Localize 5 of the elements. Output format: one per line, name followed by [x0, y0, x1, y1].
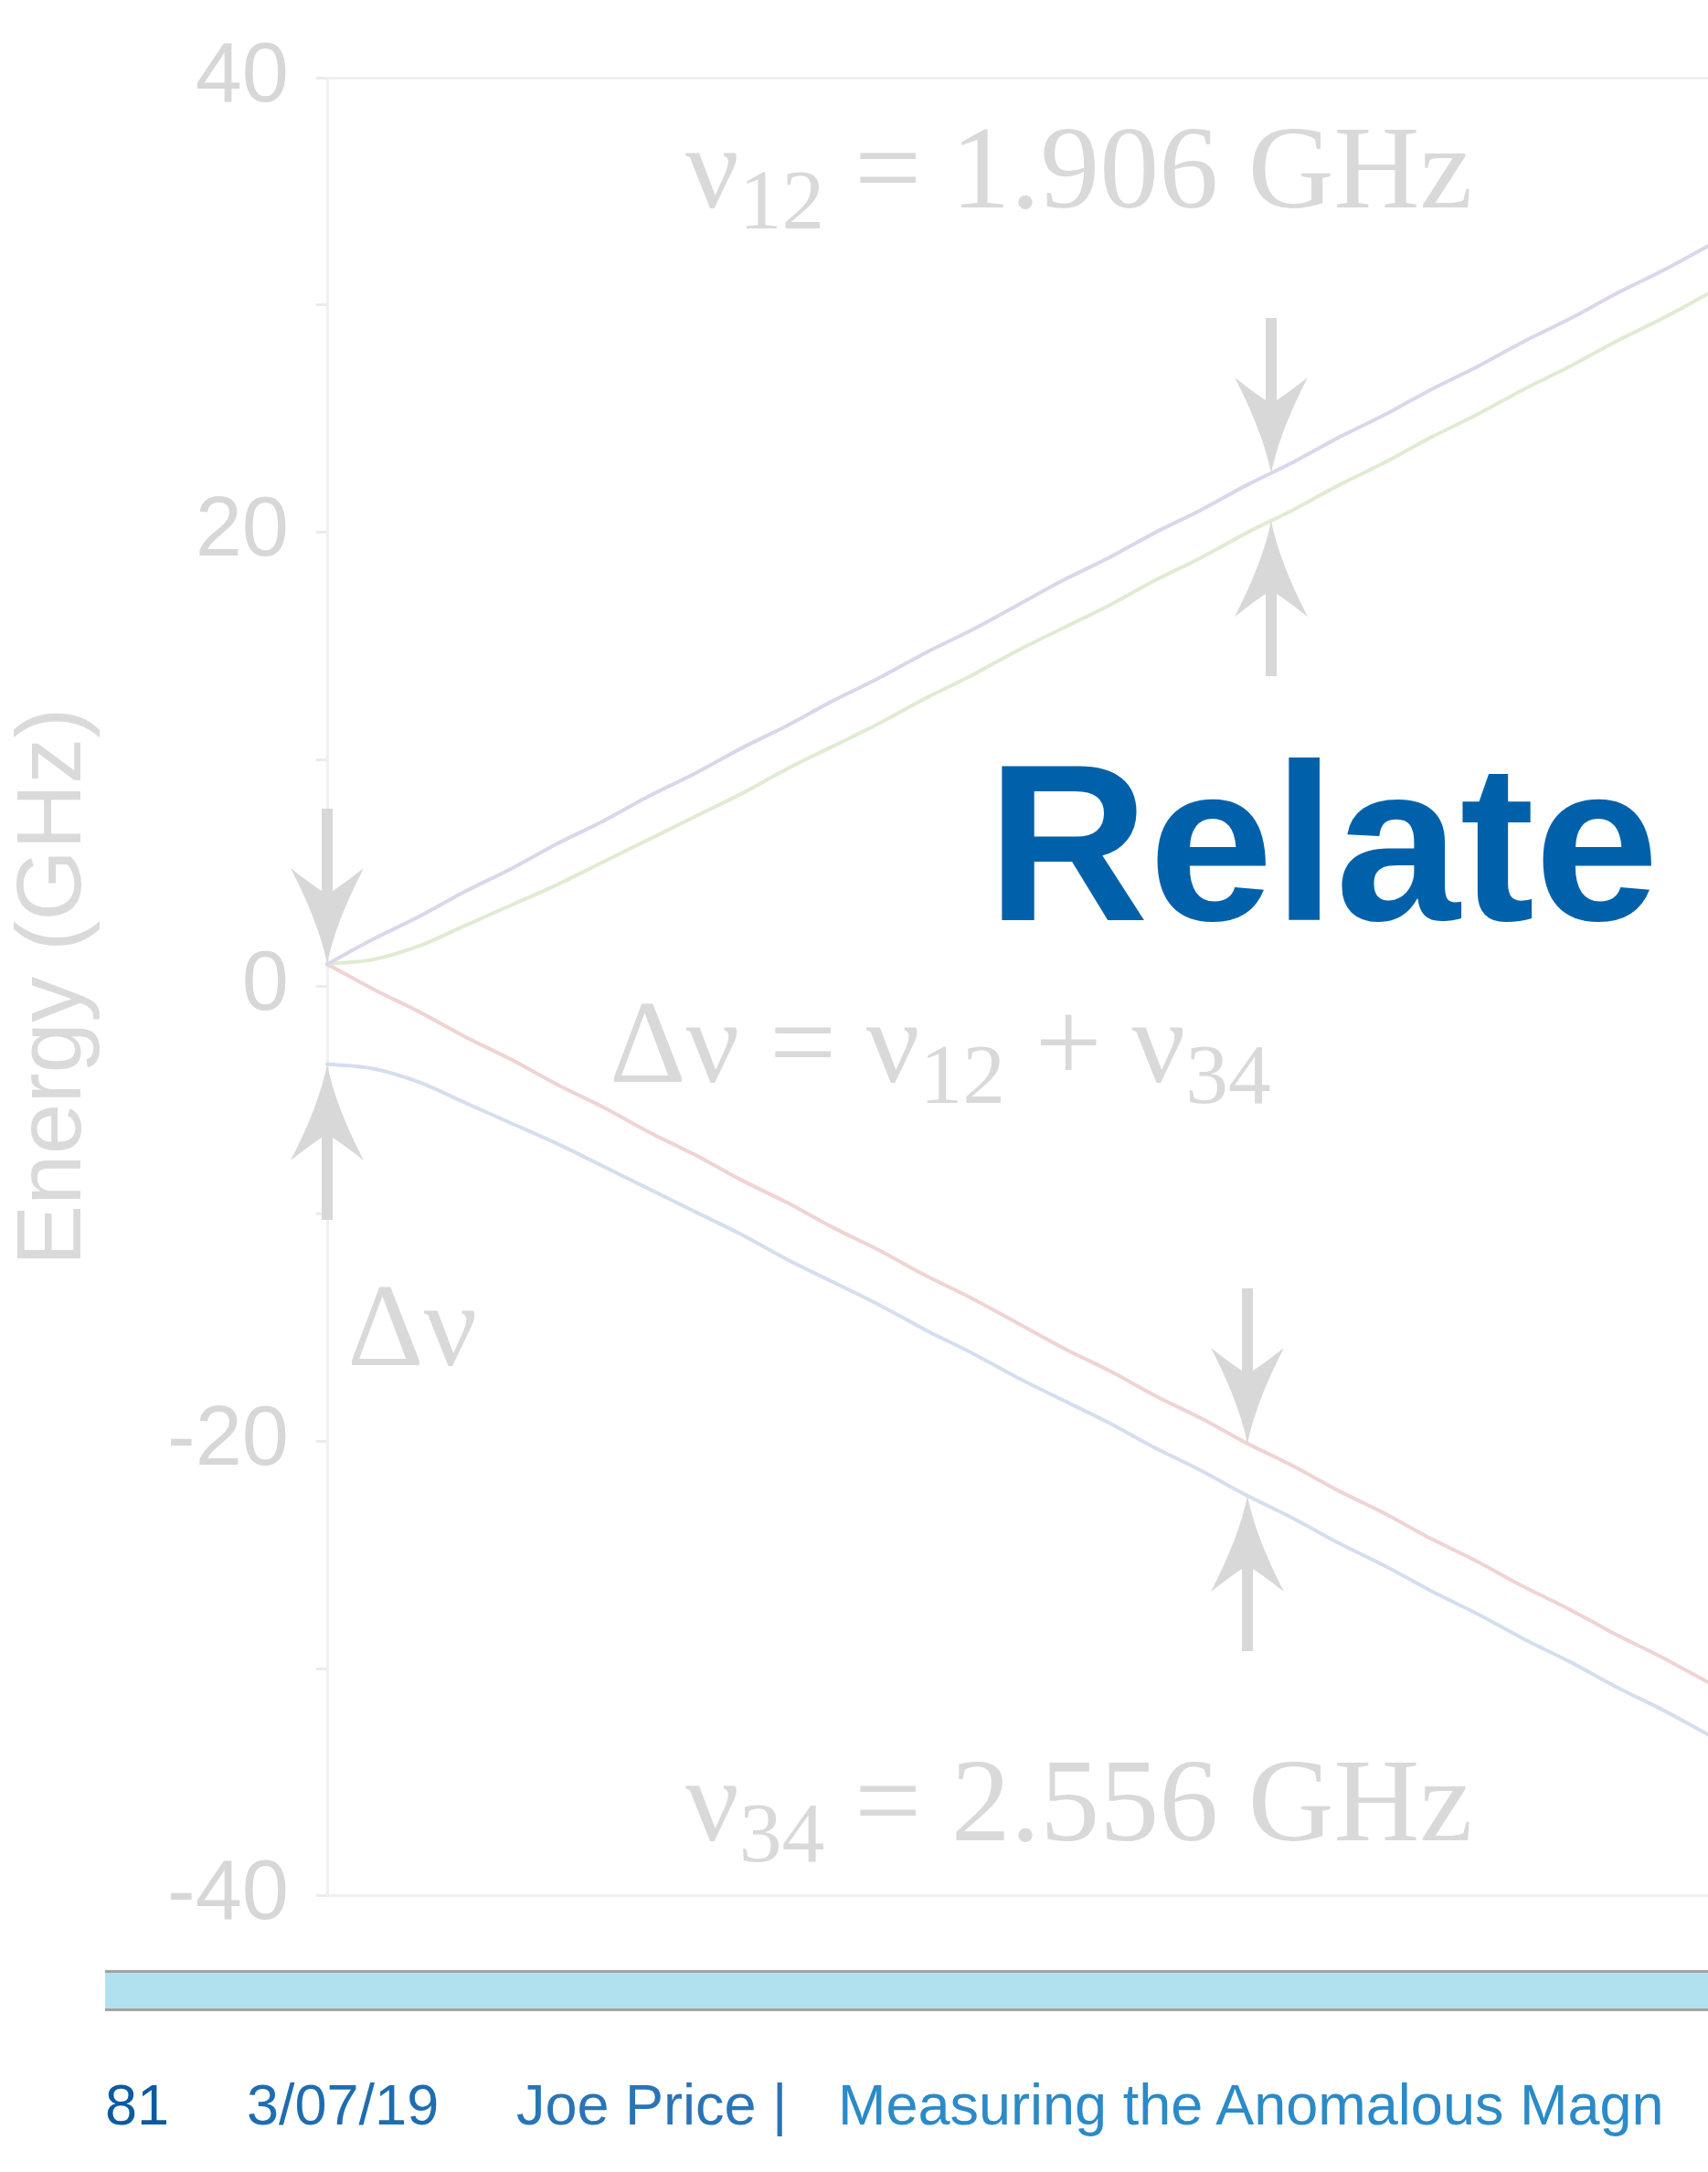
text: Measuring the Anomalous Magn: [838, 2072, 1664, 2136]
text: Joe Price |: [516, 2072, 788, 2136]
text: 81: [105, 2072, 170, 2136]
text: Relate: [987, 717, 1660, 968]
text: 3/07/19: [247, 2072, 440, 2136]
